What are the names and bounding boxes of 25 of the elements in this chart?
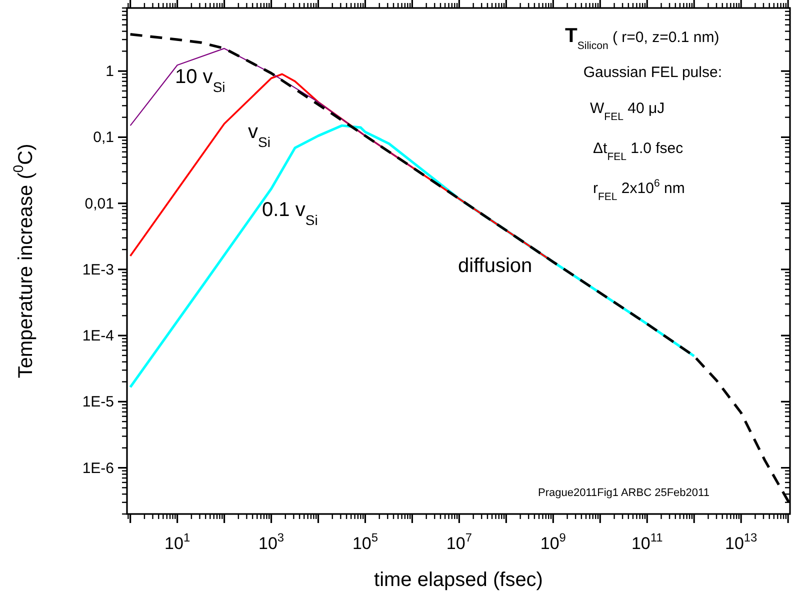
y-tick-label: 0,01 bbox=[84, 195, 114, 212]
annotation: Δt$_{FEL}$ 1.0 fsec bbox=[593, 140, 684, 163]
series-label: v$_{Si}$ bbox=[248, 121, 270, 150]
y-tick-label: 1E-6 bbox=[82, 460, 114, 477]
y-tick-label: 0,1 bbox=[93, 129, 114, 146]
x-tick-label: 10$^{5}$ bbox=[352, 530, 378, 553]
annotation: Gaussian FEL pulse: bbox=[583, 64, 722, 81]
series-label: 10 v$_{Si}$ bbox=[175, 66, 226, 95]
annotation: Prague2011Fig1 ARBC 25Feb2011 bbox=[538, 487, 710, 499]
x-tick-label: 10$^{1}$ bbox=[164, 530, 190, 553]
annotation: W$_{FEL}$ 40 μJ bbox=[590, 100, 665, 123]
annotation: r$_{FEL}$ 2x10$^{6}$ nm bbox=[593, 177, 685, 203]
x-tick-label: 10$^{3}$ bbox=[258, 530, 284, 553]
x-tick-label: 10$^{13}$ bbox=[724, 530, 758, 553]
x-tick-label: 10$^{11}$ bbox=[631, 530, 664, 553]
x-tick-label: 10$^{9}$ bbox=[540, 530, 566, 553]
x-tick-label: 10$^{7}$ bbox=[446, 530, 472, 553]
x-axis-title: time elapsed (fsec) bbox=[374, 569, 543, 591]
series-label: 0.1 v$_{Si}$ bbox=[262, 199, 318, 228]
y-tick-label: 1 bbox=[106, 63, 114, 80]
series-label: diffusion bbox=[458, 255, 532, 277]
y-tick-label: 1E-3 bbox=[82, 261, 114, 278]
y-tick-label: 1E-4 bbox=[82, 328, 114, 345]
y-tick-label: 1E-5 bbox=[82, 394, 114, 411]
annotation: T$_{Silicon}$ ( r=0, z=0.1 nm) bbox=[565, 25, 720, 52]
